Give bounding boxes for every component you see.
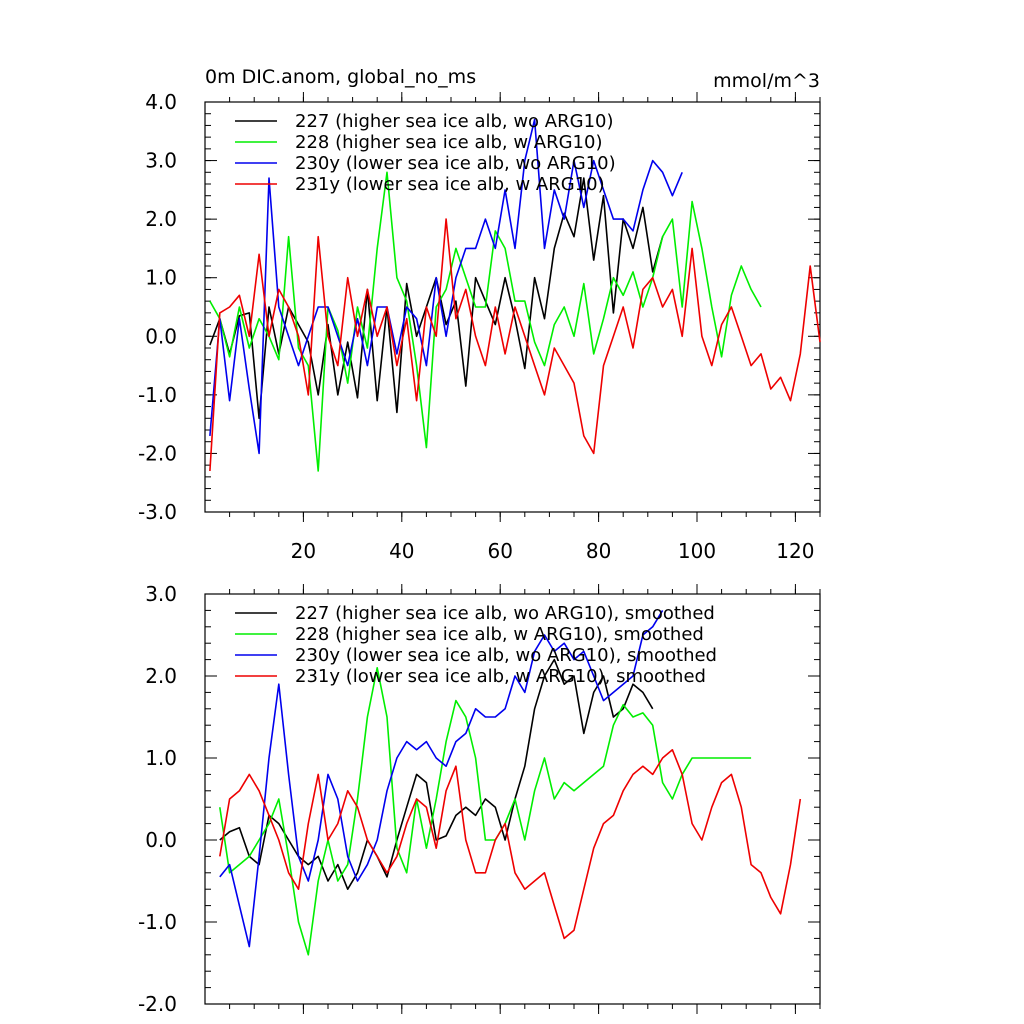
bottom-series-2-line [219, 609, 664, 948]
top-panel: 0m DIC.anom, global_no_ms mmol/m^3 -3.0-… [138, 66, 821, 563]
top-chart-title: 0m DIC.anom, global_no_ms [205, 66, 476, 88]
top-ytick-label: 1.0 [145, 266, 177, 290]
bottom-legend: 227 (higher sea ice alb, wo ARG10), smoo… [235, 603, 717, 687]
bottom-ytick-label: 3.0 [145, 582, 177, 606]
bottom-ytick-label: -2.0 [138, 992, 177, 1016]
bottom-axis-ticks: -2.0 -1.0 0.0 1.0 2.0 3.0 [138, 582, 821, 1016]
top-legend-label-3: 231y (lower sea ice alb, w ARG10) [295, 174, 605, 195]
bottom-panel: -2.0 -1.0 0.0 1.0 2.0 3.0 227 (higher sea ice… [138, 582, 821, 1016]
top-legend-label-2: 230y (lower sea ice alb, wo ARG10) [295, 153, 616, 174]
top-axis-ticks: -3.0 -2.0 -1.0 0.0 1.0 2.0 3.0 4.0 20 40 60 80 100 12… [138, 90, 821, 563]
top-ytick-label: 0.0 [145, 324, 177, 348]
bottom-legend-label-2: 230y (lower sea ice alb, wo ARG10), smoo… [295, 645, 717, 666]
top-xtick-label: 40 [389, 539, 414, 563]
top-xtick-label: 120 [776, 539, 814, 563]
top-series-2-line [209, 118, 683, 455]
bottom-series-3-line [219, 748, 802, 940]
top-ytick-label: 2.0 [145, 207, 177, 231]
bottom-ytick-label: -1.0 [138, 910, 177, 934]
top-ytick-label: -2.0 [138, 441, 177, 465]
bottom-plot-frame [204, 593, 821, 1005]
top-ytick-label: 4.0 [145, 90, 177, 114]
top-ytick-label: -3.0 [138, 500, 177, 524]
top-xtick-label: 100 [678, 539, 716, 563]
top-series-3-line [209, 218, 821, 472]
top-chart-units: mmol/m^3 [713, 70, 820, 92]
top-ytick-label: -1.0 [138, 383, 177, 407]
bottom-series-1-line [219, 666, 752, 956]
bottom-legend-label-3: 231y (lower sea ice alb, w ARG10), smoot… [295, 666, 706, 687]
top-plot-frame [204, 101, 821, 513]
top-ytick-label: 3.0 [145, 149, 177, 173]
bottom-ytick-label: 0.0 [145, 828, 177, 852]
top-series-group [209, 118, 821, 472]
bottom-series-0-line [219, 658, 654, 891]
bottom-legend-label-0: 227 (higher sea ice alb, wo ARG10), smoo… [295, 603, 715, 624]
bottom-ytick-label: 2.0 [145, 664, 177, 688]
bottom-series-group [219, 609, 802, 956]
top-xtick-label: 60 [487, 539, 512, 563]
top-xtick-label: 20 [291, 539, 316, 563]
bottom-ytick-label: 1.0 [145, 746, 177, 770]
top-legend-label-0: 227 (higher sea ice alb, wo ARG10) [295, 111, 614, 132]
bottom-legend-label-1: 228 (higher sea ice alb, w ARG10), smoot… [295, 624, 704, 645]
top-legend: 227 (higher sea ice alb, wo ARG10)228 (h… [235, 111, 616, 195]
top-legend-label-1: 228 (higher sea ice alb, w ARG10) [295, 132, 602, 153]
top-xtick-label: 80 [586, 539, 611, 563]
